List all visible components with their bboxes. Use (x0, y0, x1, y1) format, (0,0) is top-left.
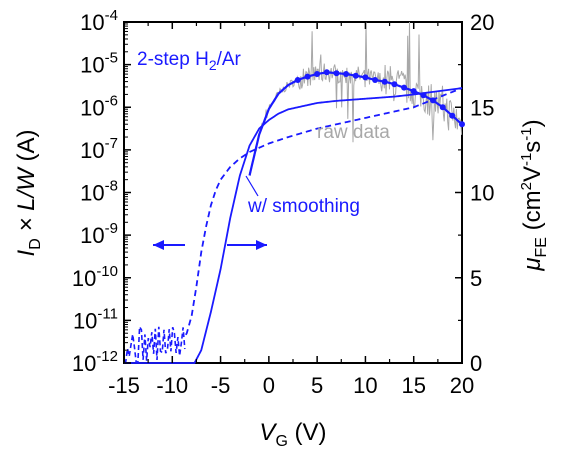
x-tick-label: 5 (311, 373, 323, 398)
dashed-noise-line (123, 324, 186, 364)
x-tick-label: -15 (108, 373, 140, 398)
y-left-tick-label: 10-4 (80, 7, 118, 35)
mobility-point (362, 74, 369, 81)
mobility-point (430, 97, 436, 104)
x-tick-label: 10 (353, 373, 377, 398)
mobility-point (352, 72, 359, 79)
y-right-axis-title: μFE (cm2V-1s-1) (518, 119, 550, 271)
mobility-point (323, 69, 330, 76)
y-right-tick-label: 20 (470, 10, 494, 35)
mobility-point (439, 104, 446, 111)
mobility-point (314, 71, 321, 77)
dashed-series-line (185, 87, 463, 336)
smoothing-label: w/ smoothing (247, 196, 360, 217)
mobility-point (410, 88, 417, 95)
y-left-tick-label: 10-9 (80, 220, 118, 248)
x-tick-label: -10 (156, 373, 188, 398)
mobility-point (449, 112, 456, 119)
mobility-point (401, 84, 408, 91)
x-axis-title: VG (V) (259, 419, 326, 450)
y-left-tick-label: 10-5 (80, 50, 118, 78)
mobility-point (381, 78, 388, 85)
mobility-point (294, 77, 301, 83)
legend-label: 2-step H2/Ar (137, 49, 242, 73)
raw-data-label: raw data (317, 122, 390, 143)
y-left-tick-label: 10-10 (72, 263, 118, 291)
y-right-tick-label: 0 (470, 351, 482, 376)
mobility-point (304, 73, 311, 80)
raw-data-line (249, 21, 463, 177)
mobility-point (459, 121, 465, 128)
mobility-point (391, 81, 398, 88)
plot-frame (123, 21, 463, 364)
y-left-tick-label: 10-7 (80, 135, 118, 163)
mobility-point (343, 71, 350, 77)
mobility-point (333, 70, 340, 77)
solid-series-line (124, 87, 463, 364)
y-left-tick-label: 10-11 (73, 305, 118, 333)
x-tick-label: 0 (263, 373, 275, 398)
arrow-right-head (256, 240, 267, 250)
mobility-point (372, 77, 379, 83)
y-right-tick-label: 5 (470, 266, 482, 291)
y-left-tick-label: 10-6 (80, 92, 118, 120)
mobility-point (420, 92, 427, 99)
arrow-left-head (153, 240, 164, 250)
y-right-tick-label: 15 (470, 95, 494, 120)
smoothing-pointer (245, 175, 259, 197)
x-tick-label: -5 (211, 373, 231, 398)
y-left-tick-label: 10-8 (80, 178, 118, 206)
y-left-tick-label: 10-12 (72, 348, 118, 376)
y-left-axis-title: ID × L/W (A) (13, 130, 44, 257)
y-right-tick-label: 10 (470, 181, 494, 206)
x-tick-label: 20 (450, 373, 474, 398)
x-tick-label: 15 (401, 373, 425, 398)
